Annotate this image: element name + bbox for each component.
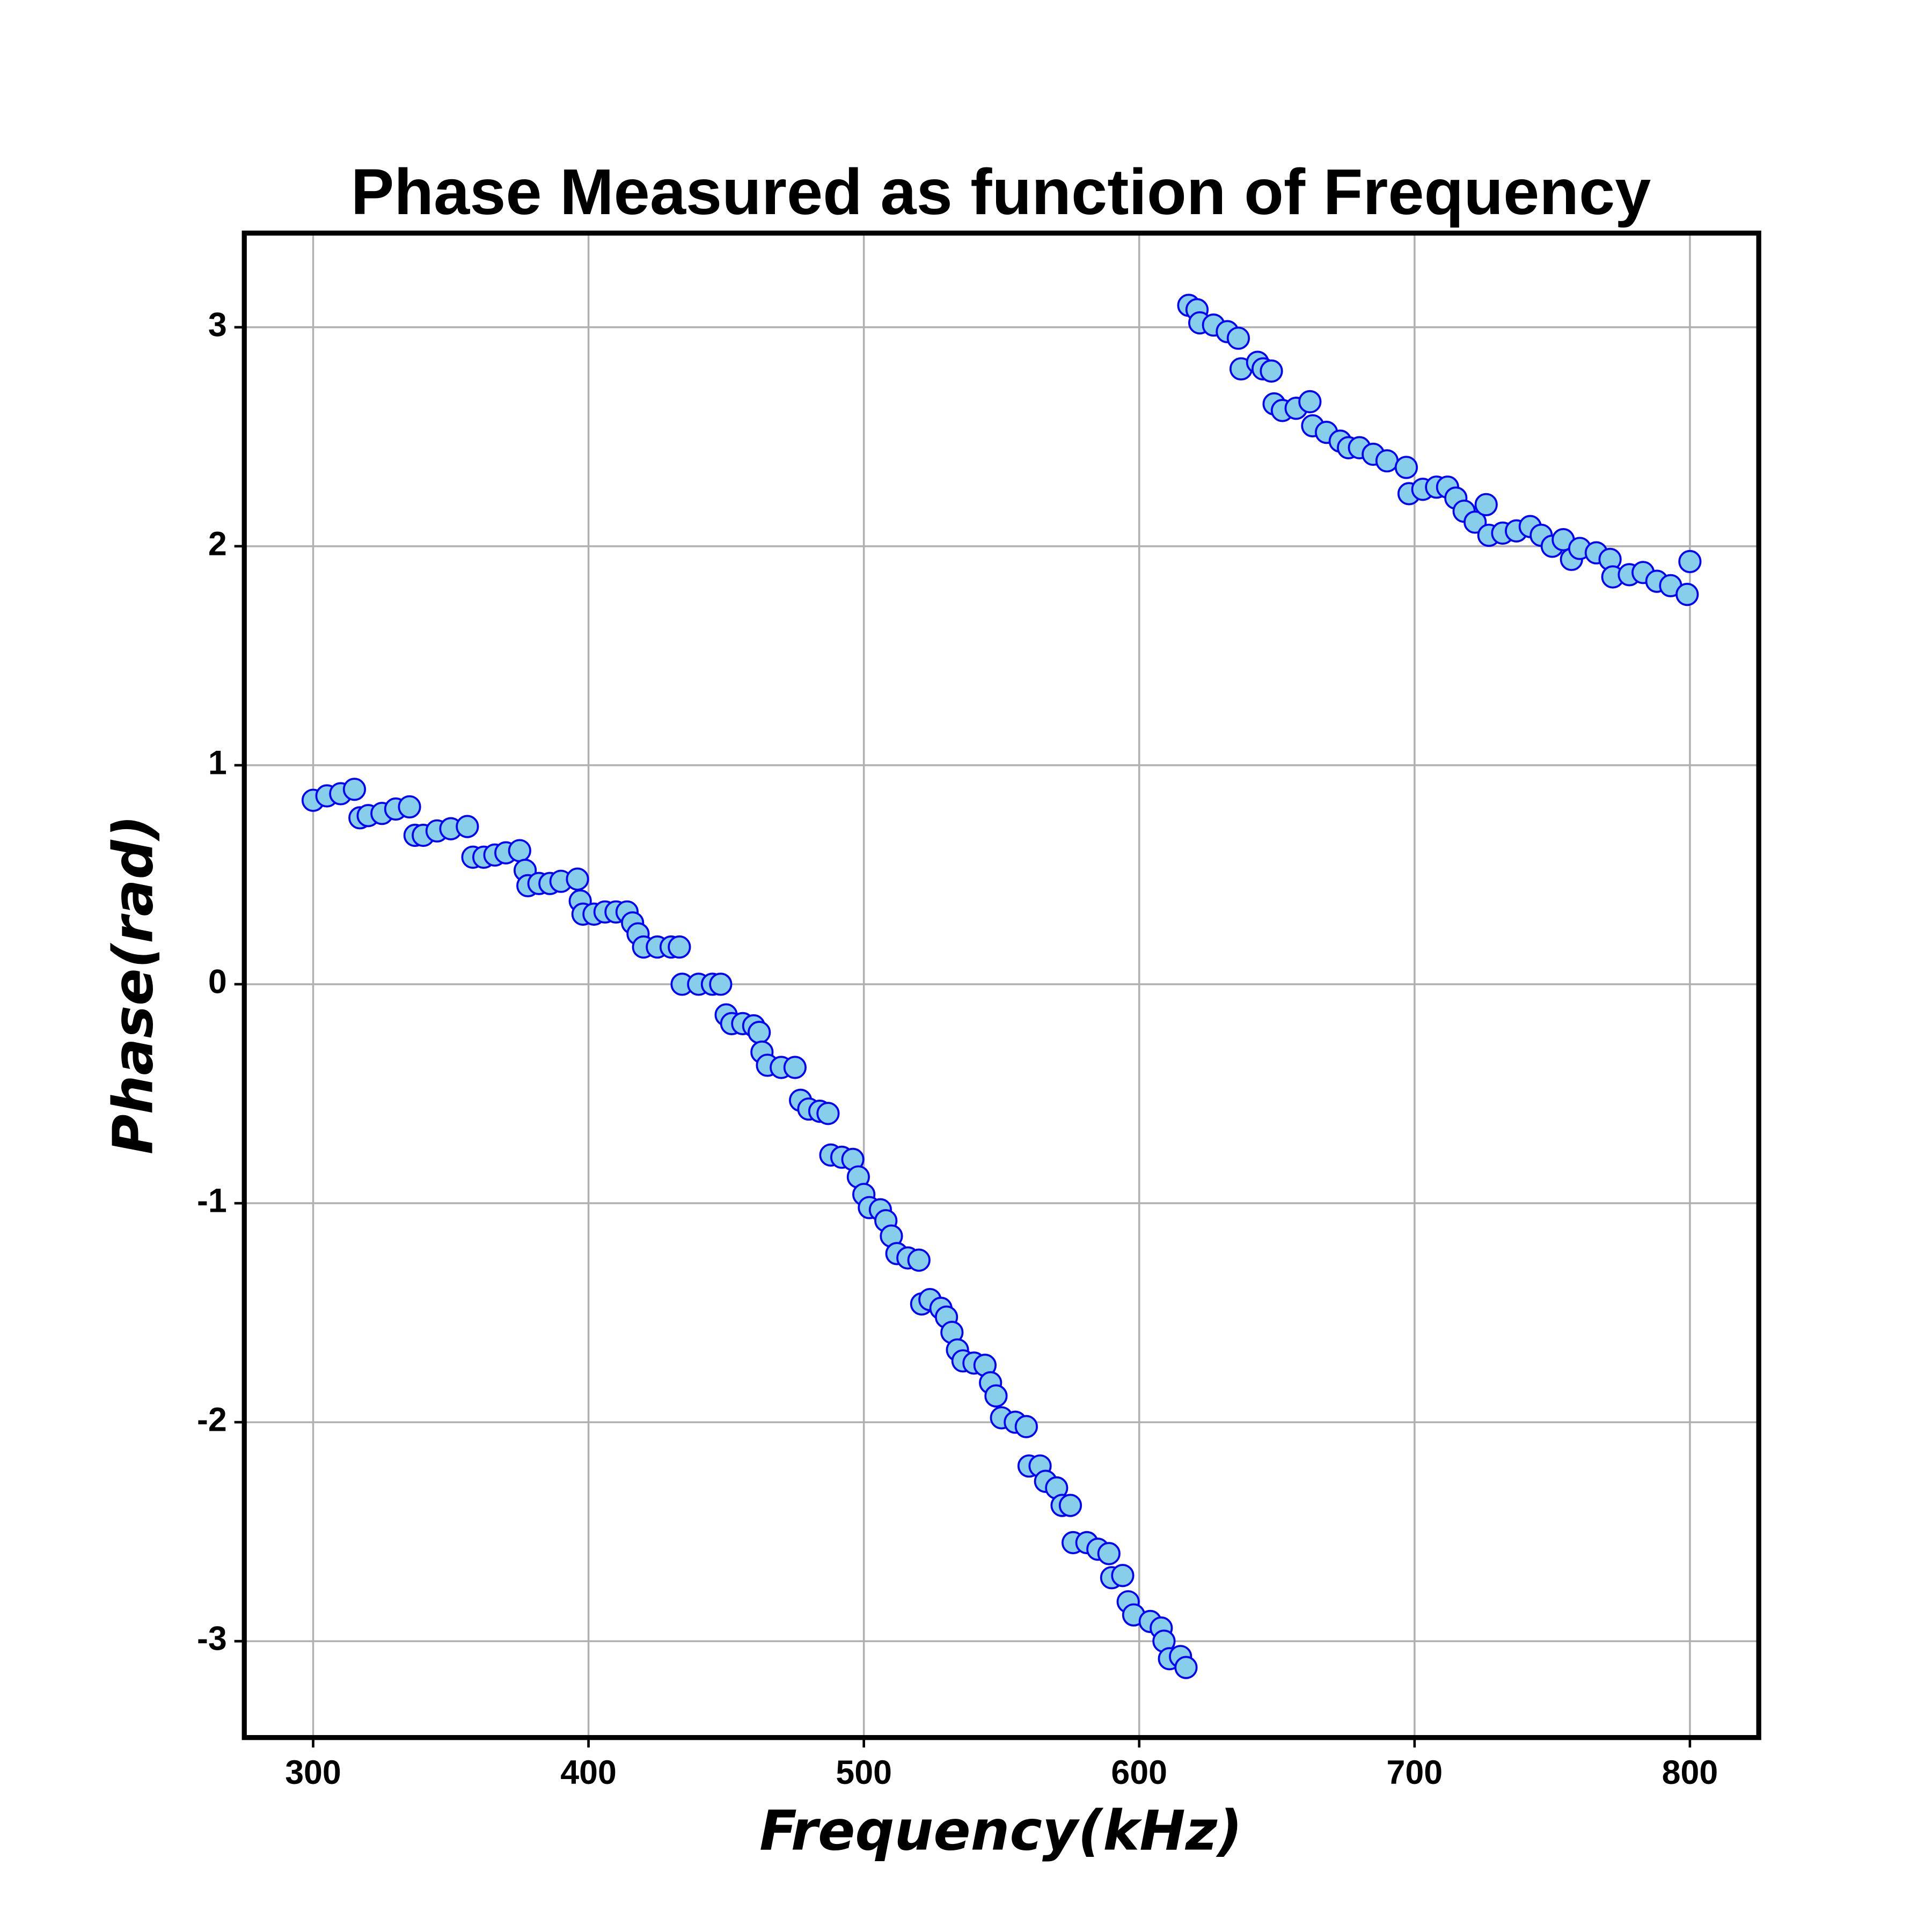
x-axis-label: Frequency(kHz) xyxy=(759,1799,1242,1863)
y-tick-label: -1 xyxy=(197,1182,227,1220)
plot-frame xyxy=(241,230,1761,1740)
data-point xyxy=(1675,583,1699,606)
y-tick-label: -3 xyxy=(197,1620,227,1658)
data-point xyxy=(984,1384,1008,1408)
data-point xyxy=(1014,1415,1038,1438)
data-point xyxy=(1474,493,1498,516)
y-tick-label: 2 xyxy=(208,525,227,562)
data-point xyxy=(783,1056,807,1079)
data-point xyxy=(1394,456,1418,479)
y-tick-label: 1 xyxy=(208,744,227,781)
x-tick-label: 500 xyxy=(836,1754,892,1791)
data-point xyxy=(709,972,733,996)
y-tick-label: 0 xyxy=(208,963,227,1001)
data-point xyxy=(566,867,589,891)
data-point xyxy=(1174,1656,1198,1679)
data-point xyxy=(1058,1494,1082,1517)
x-tick-label: 600 xyxy=(1111,1754,1167,1791)
data-point xyxy=(1375,449,1399,473)
data-point xyxy=(816,1102,840,1125)
x-tick-label: 700 xyxy=(1387,1754,1443,1791)
data-point xyxy=(1111,1564,1135,1587)
data-point xyxy=(1260,359,1283,383)
x-tick-label: 800 xyxy=(1662,1754,1718,1791)
data-point xyxy=(508,839,531,862)
data-point xyxy=(907,1248,931,1272)
data-point xyxy=(398,795,421,819)
x-tick-label: 400 xyxy=(560,1754,617,1791)
y-tick-label: -2 xyxy=(197,1401,227,1439)
data-point xyxy=(1097,1542,1121,1565)
data-point xyxy=(668,935,691,959)
data-point xyxy=(342,778,367,801)
data-point xyxy=(1298,390,1322,414)
data-point xyxy=(748,1021,771,1044)
data-point xyxy=(1678,550,1702,574)
y-tick-label: 3 xyxy=(208,306,227,343)
data-point xyxy=(1226,326,1250,350)
x-tick-label: 300 xyxy=(285,1754,341,1791)
chart-title: Phase Measured as function of Frequency xyxy=(351,156,1651,228)
y-axis-label: Phase(rad) xyxy=(101,815,165,1155)
data-point xyxy=(456,815,479,838)
